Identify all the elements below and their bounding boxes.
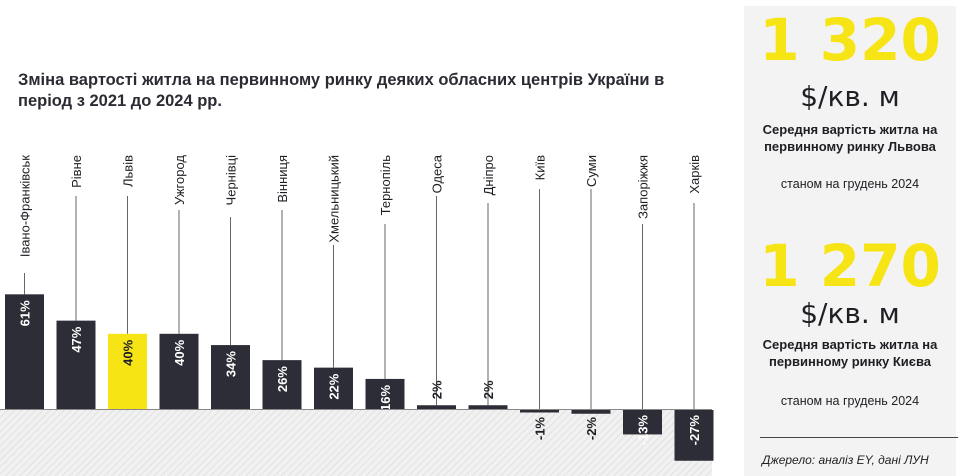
bar (623, 410, 662, 435)
bar (571, 410, 611, 414)
value-label: 47% (69, 326, 84, 352)
category-label: Тернопіль (378, 155, 393, 216)
category-label: Київ (533, 155, 548, 180)
stat-kyiv-value: 1 270 (759, 232, 941, 300)
category-label: Хмельницький (327, 155, 342, 243)
bar (108, 333, 147, 409)
value-label: -1% (533, 417, 548, 441)
negative-zone (0, 410, 712, 476)
value-label: 16% (378, 384, 393, 410)
value-label: 34% (224, 351, 239, 377)
value-label: -27% (687, 415, 702, 446)
value-label: 40% (121, 339, 136, 365)
value-label: 2% (430, 380, 445, 399)
value-label: -2% (584, 417, 599, 441)
bar (520, 410, 559, 413)
stat-kyiv-unit: $/кв. м (800, 297, 900, 330)
category-label: Ужгород (172, 155, 187, 205)
stat-kyiv-desc: Середня вартість житла на первинному рин… (762, 337, 938, 369)
stat-kyiv-date: станом на грудень 2024 (780, 394, 920, 408)
stat-lviv-date: станом на грудень 2024 (780, 177, 920, 191)
bar (365, 378, 405, 409)
category-label: Львів (121, 155, 136, 187)
value-label: 40% (172, 339, 187, 365)
category-label: Чернівці (224, 155, 239, 206)
stats-panel (744, 6, 956, 476)
bar (56, 320, 96, 409)
category-label: Рівне (69, 155, 84, 188)
bar-chart: Івано-Франківськ 61% Рівне 47% Львів 40% Ужгор… (0, 154, 714, 476)
category-label: Суми (584, 155, 599, 187)
bar (5, 294, 44, 409)
bar (262, 360, 302, 409)
bar (417, 405, 456, 409)
source-divider (760, 437, 958, 438)
bar (674, 410, 714, 461)
category-label: Запоріжжя (636, 155, 651, 219)
value-label: 61% (18, 300, 33, 326)
bar (159, 333, 199, 409)
stat-lviv-unit: $/кв. м (800, 80, 900, 113)
bar (314, 367, 353, 409)
category-label: Дніпро (481, 155, 496, 195)
bar (211, 345, 250, 409)
stat-lviv-value: 1 320 (759, 6, 941, 74)
bar (468, 405, 508, 409)
category-label: Вінниця (275, 155, 290, 203)
chart-title: Зміна вартості житла на первинному ринку… (18, 71, 665, 110)
value-label: -13% (636, 415, 651, 446)
value-label: 22% (327, 373, 342, 399)
category-label: Харків (687, 155, 702, 194)
category-label: Одеса (430, 154, 445, 193)
category-label: Івано-Франківськ (18, 155, 33, 257)
value-label: 26% (275, 366, 290, 392)
source-note: Джерело: аналіз EY, дані ЛУН (762, 453, 929, 467)
stat-lviv-desc: Середня вартість житла на первинному рин… (762, 122, 938, 154)
value-label: 2% (481, 380, 496, 399)
